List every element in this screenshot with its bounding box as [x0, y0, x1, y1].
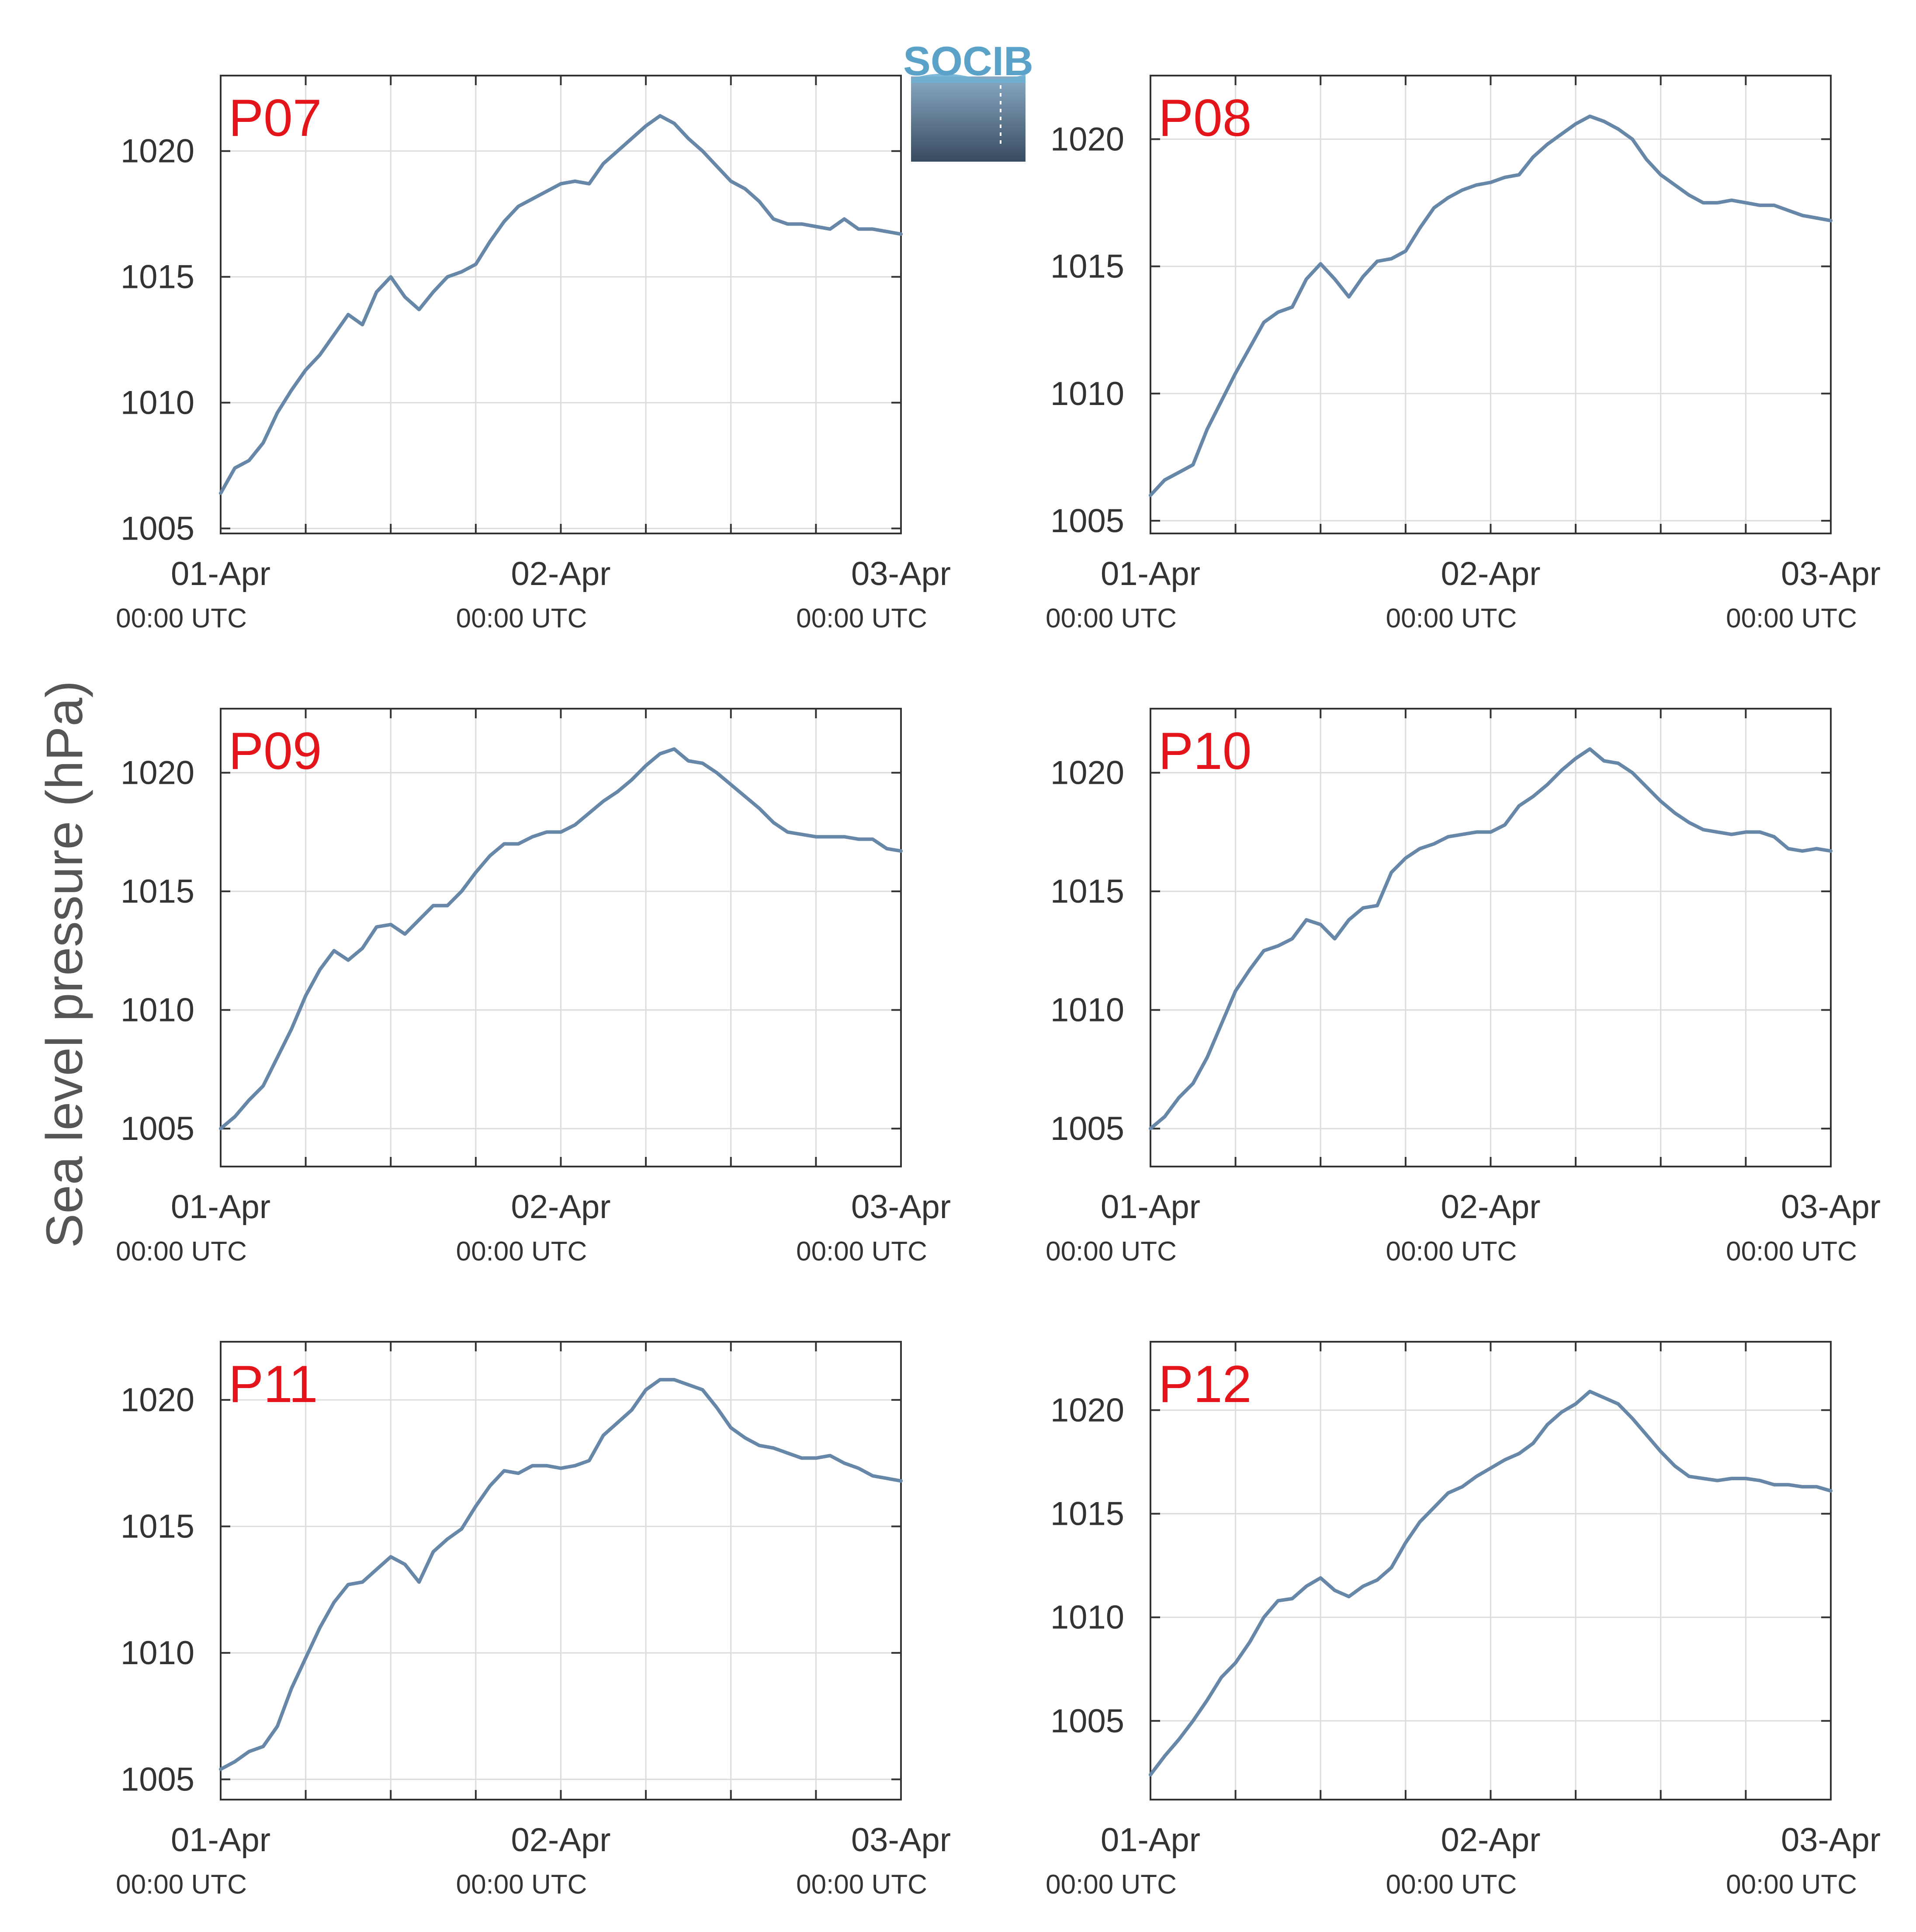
- series-line: [1149, 747, 1833, 1131]
- x-tick-time-label: 00:00 UTC: [1726, 1236, 1857, 1267]
- y-tick-label: 1015: [1050, 1496, 1124, 1533]
- y-tick-label: 1015: [121, 1508, 194, 1545]
- x-tick-time-label: 00:00 UTC: [1046, 1870, 1177, 1900]
- x-tick-time-label: 00:00 UTC: [1386, 603, 1517, 634]
- x-tick-date-label: 01-Apr: [171, 1821, 270, 1859]
- y-tick-label: 1010: [121, 384, 194, 422]
- y-tick-label: 1010: [1050, 1599, 1124, 1636]
- x-tick-time-label: 00:00 UTC: [116, 603, 247, 634]
- x-tick-date-label: 02-Apr: [1441, 1821, 1540, 1859]
- x-tick-time-label: 00:00 UTC: [1386, 1870, 1517, 1900]
- x-tick-time-label: 00:00 UTC: [796, 1870, 927, 1900]
- x-tick-date-label: 02-Apr: [1441, 1188, 1540, 1226]
- y-tick-label: 1020: [121, 133, 194, 170]
- x-tick-time-label: 00:00 UTC: [116, 1236, 247, 1267]
- socib-logo-text: SOCIB: [903, 38, 1033, 84]
- y-tick-label: 1020: [121, 755, 194, 792]
- x-tick-date-label: 03-Apr: [851, 1188, 951, 1226]
- x-tick-date-label: 01-Apr: [1101, 1821, 1200, 1859]
- y-tick-label: 1015: [121, 259, 194, 296]
- panel-title: P08: [1158, 89, 1252, 147]
- x-tick-date-label: 02-Apr: [511, 1188, 610, 1226]
- x-tick-date-label: 03-Apr: [1781, 555, 1881, 592]
- x-tick-time-label: 00:00 UTC: [456, 1870, 587, 1900]
- x-tick-time-label: 00:00 UTC: [1046, 603, 1177, 634]
- chart-panel-p11: 1005 1010 1015 1020 01-Apr 00:00 UTC 02-Apr 00:…: [116, 1341, 951, 1900]
- y-tick-label: 1015: [1050, 248, 1124, 285]
- y-tick-label: 1005: [1050, 1703, 1124, 1740]
- panel-title: P11: [229, 1355, 318, 1413]
- y-tick-label: 1020: [1050, 121, 1124, 158]
- x-tick-date-label: 03-Apr: [1781, 1188, 1881, 1226]
- y-tick-label: 1020: [1050, 1392, 1124, 1429]
- series-line: [219, 747, 903, 1131]
- x-tick-time-label: 00:00 UTC: [456, 1236, 587, 1267]
- x-tick-time-label: 00:00 UTC: [796, 603, 927, 634]
- x-tick-date-label: 01-Apr: [171, 1188, 270, 1226]
- y-tick-label: 1010: [121, 1634, 194, 1672]
- chart-panel-p12: 1005 1010 1015 1020 01-Apr 00:00 UTC 02-Apr 00:…: [1046, 1341, 1881, 1900]
- x-tick-time-label: 00:00 UTC: [1046, 1236, 1177, 1267]
- y-axis-label: Sea level pressure (hPa): [36, 681, 94, 1248]
- panel-title: P07: [229, 89, 322, 147]
- y-tick-label: 1010: [1050, 375, 1124, 412]
- y-tick-label: 1005: [121, 1110, 194, 1147]
- y-tick-label: 1020: [121, 1381, 194, 1419]
- x-tick-date-label: 03-Apr: [851, 555, 951, 592]
- y-tick-label: 1020: [1050, 755, 1124, 792]
- panel-title: P09: [229, 722, 322, 780]
- x-tick-time-label: 00:00 UTC: [1726, 603, 1857, 634]
- x-tick-date-label: 02-Apr: [1441, 555, 1540, 592]
- y-tick-label: 1015: [121, 873, 194, 910]
- y-tick-label: 1015: [1050, 873, 1124, 910]
- x-tick-time-label: 00:00 UTC: [456, 603, 587, 634]
- x-tick-date-label: 03-Apr: [851, 1821, 951, 1859]
- x-tick-time-label: 00:00 UTC: [116, 1870, 247, 1900]
- x-tick-date-label: 03-Apr: [1781, 1821, 1881, 1859]
- chart-panel-p09: 1005 1010 1015 1020 01-Apr 00:00 UTC 02-Apr 00:…: [116, 708, 951, 1267]
- chart-panels: 1005 1010 1015 1020 01-Apr 00:00 UTC 02-Apr 00:…: [116, 75, 1881, 1900]
- series-line: [219, 114, 903, 495]
- y-tick-label: 1005: [121, 1761, 194, 1798]
- series-line: [219, 1378, 903, 1771]
- series-line: [1149, 1389, 1833, 1777]
- panel-title: P10: [1158, 722, 1252, 780]
- x-tick-time-label: 00:00 UTC: [1726, 1870, 1857, 1900]
- series-line: [1149, 114, 1833, 497]
- y-tick-label: 1010: [121, 992, 194, 1029]
- x-tick-time-label: 00:00 UTC: [796, 1236, 927, 1267]
- x-tick-date-label: 02-Apr: [511, 1821, 610, 1859]
- panel-title: P12: [1158, 1355, 1252, 1413]
- y-tick-label: 1005: [1050, 502, 1124, 540]
- x-tick-date-label: 01-Apr: [171, 555, 270, 592]
- x-tick-date-label: 01-Apr: [1101, 1188, 1200, 1226]
- x-tick-date-label: 01-Apr: [1101, 555, 1200, 592]
- chart-panel-p07: 1005 1010 1015 1020 01-Apr 00:00 UTC 02-Apr 00:…: [116, 75, 951, 634]
- x-tick-time-label: 00:00 UTC: [1386, 1236, 1517, 1267]
- y-tick-label: 1005: [121, 510, 194, 547]
- y-tick-label: 1005: [1050, 1110, 1124, 1147]
- chart-panel-p10: 1005 1010 1015 1020 01-Apr 00:00 UTC 02-Apr 00:…: [1046, 708, 1881, 1267]
- y-tick-label: 1010: [1050, 992, 1124, 1029]
- x-tick-date-label: 02-Apr: [511, 555, 610, 592]
- chart-panel-p08: 1005 1010 1015 1020 01-Apr 00:00 UTC 02-Apr 00:…: [1046, 75, 1881, 634]
- socib-logo: SOCIB: [903, 38, 1033, 162]
